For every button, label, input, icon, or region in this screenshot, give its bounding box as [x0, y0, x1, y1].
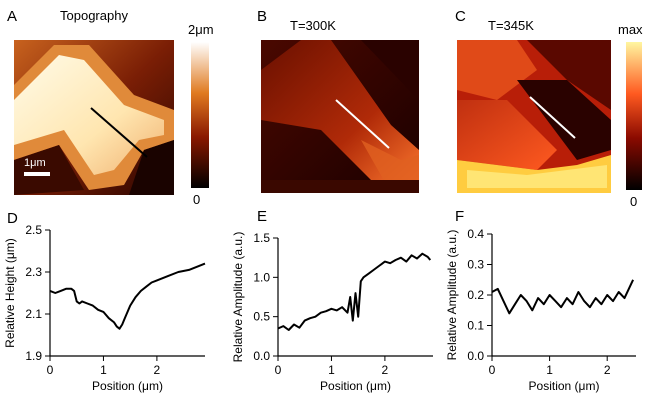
x-tick-label: 0: [47, 363, 54, 377]
y-axis-label: Relative Amplitude (a.u.): [445, 230, 459, 361]
panel-b-title: T=300K: [290, 18, 336, 33]
y-axis-label: Relative Amplitude (a.u.): [231, 232, 245, 363]
y-tick-label: 0.0: [253, 349, 270, 363]
series-line: [49, 262, 206, 330]
y-tick-label: 1.5: [253, 231, 270, 245]
panel-c-title: T=345K: [488, 18, 534, 33]
panel-a-title: Topography: [60, 8, 128, 23]
profile-line-c: [529, 96, 576, 139]
x-tick-label: 0: [489, 363, 496, 377]
x-tick-label: 1: [328, 363, 335, 377]
amplitude-map-345k: [457, 40, 611, 193]
y-tick-label: 2.5: [25, 223, 42, 237]
y-tick-label: 0.1: [467, 319, 484, 333]
x-axis-label: Position (μm): [320, 379, 391, 393]
x-tick-label: 2: [382, 363, 389, 377]
colorbar-c-top: max: [618, 22, 643, 37]
y-tick-label: 0.5: [253, 310, 270, 324]
y-tick-label: 1.9: [25, 349, 42, 363]
x-tick-label: 1: [100, 363, 107, 377]
x-axis-label: Position (μm): [529, 379, 600, 393]
y-tick-label: 0.0: [467, 349, 484, 363]
topography-map: 1μm: [14, 40, 174, 195]
y-tick-label: 0.2: [467, 288, 484, 302]
x-tick-label: 2: [154, 363, 161, 377]
colorbar-amplitude: [626, 42, 642, 190]
panel-letter-b: B: [257, 8, 268, 25]
amplitude-map-300k: [261, 40, 419, 193]
scale-bar-label: 1μm: [24, 157, 46, 169]
amplitude-profile-345k-chart: 0.0 0.1 0.2 0.3 0.4 0 1 2 Position (μm) Relative …: [445, 227, 636, 393]
series-line: [277, 252, 432, 331]
y-tick-label: 0.3: [467, 258, 484, 272]
colorbar-a-top: 2μm: [188, 22, 214, 37]
panel-letter-a: A: [7, 8, 18, 25]
panel-letter-d: D: [7, 210, 18, 227]
panel-letter-f: F: [455, 208, 465, 225]
x-tick-label: 1: [546, 363, 553, 377]
colorbar-c-bottom: 0: [630, 194, 638, 209]
panel-letter-e: E: [257, 208, 268, 225]
profile-line: [90, 107, 148, 158]
profile-line-b: [335, 99, 390, 149]
y-tick-label: 0.4: [467, 227, 484, 241]
colorbar-a-bottom: 0: [193, 192, 201, 207]
series-line: [491, 279, 635, 315]
y-tick-label: 2.3: [25, 265, 42, 279]
colorbar-height: [191, 42, 209, 188]
x-tick-label: 2: [604, 363, 611, 377]
y-tick-label: 2.1: [25, 307, 42, 321]
height-profile-chart: 1.9 2.1 2.3 2.5 0 1 2 Position (μm) Relative Hei…: [3, 223, 206, 393]
panel-letter-c: C: [455, 8, 466, 25]
x-tick-label: 0: [275, 363, 282, 377]
amplitude-profile-300k-chart: 0.0 0.5 1.0 1.5 0 1 2 Position (μm) Relative Amp…: [231, 231, 433, 393]
y-axis-label: Relative Height (μm): [3, 238, 17, 348]
x-axis-label: Position (μm): [92, 379, 163, 393]
y-tick-label: 1.0: [253, 270, 270, 284]
